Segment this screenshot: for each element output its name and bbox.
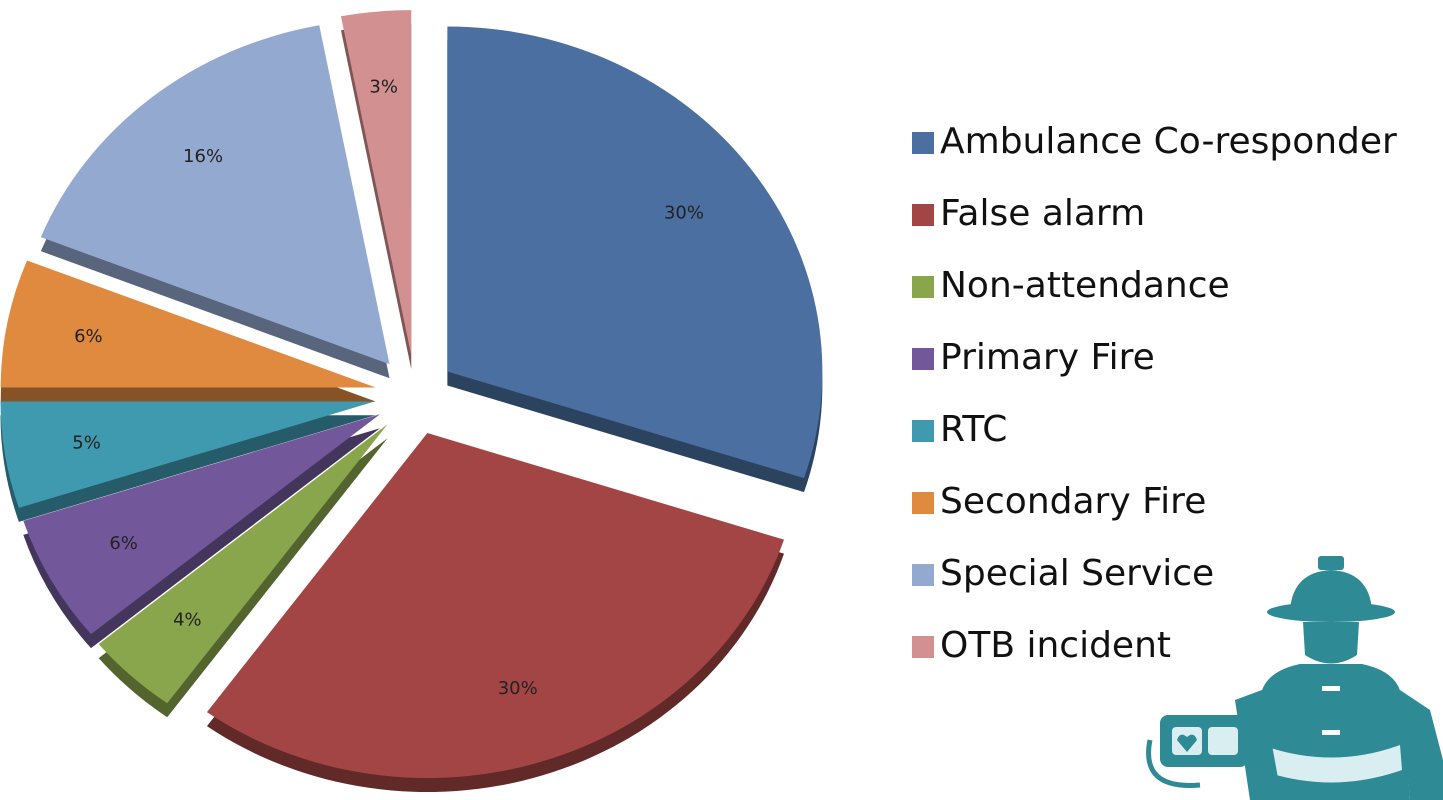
legend-label: Primary Fire: [940, 337, 1155, 378]
data-label: 6%: [74, 326, 103, 347]
page: {"chart_data": {"type": "pie", "categori…: [0, 0, 1443, 800]
legend-label: RTC: [940, 409, 1007, 450]
legend-swatch: [912, 348, 934, 370]
data-label: 16%: [183, 146, 223, 167]
legend-swatch: [912, 564, 934, 586]
data-label: 30%: [498, 678, 538, 699]
legend-label: Secondary Fire: [940, 481, 1206, 522]
legend-label: False alarm: [940, 193, 1145, 234]
legend-label: Ambulance Co-responder: [940, 121, 1397, 162]
legend-swatch: [912, 492, 934, 514]
legend-swatch: [912, 636, 934, 658]
chart: 30% 30% 4% 6% 5% 6% 16% 3% Ambulance Co-responde…: [0, 0, 1443, 800]
data-label: 5%: [72, 432, 101, 453]
legend-swatch: [912, 276, 934, 298]
legend-swatch: [912, 204, 934, 226]
legend-swatch: [912, 132, 934, 154]
legend-label: Non-attendance: [940, 265, 1230, 306]
data-label: 30%: [664, 202, 704, 223]
legend-label: OTB incident: [940, 625, 1171, 666]
legend-label: Special Service: [940, 553, 1214, 594]
data-label: 6%: [109, 533, 138, 554]
data-label: 4%: [173, 609, 202, 630]
legend-swatch: [912, 420, 934, 442]
slice: [447, 26, 822, 478]
data-label: 3%: [369, 76, 398, 97]
